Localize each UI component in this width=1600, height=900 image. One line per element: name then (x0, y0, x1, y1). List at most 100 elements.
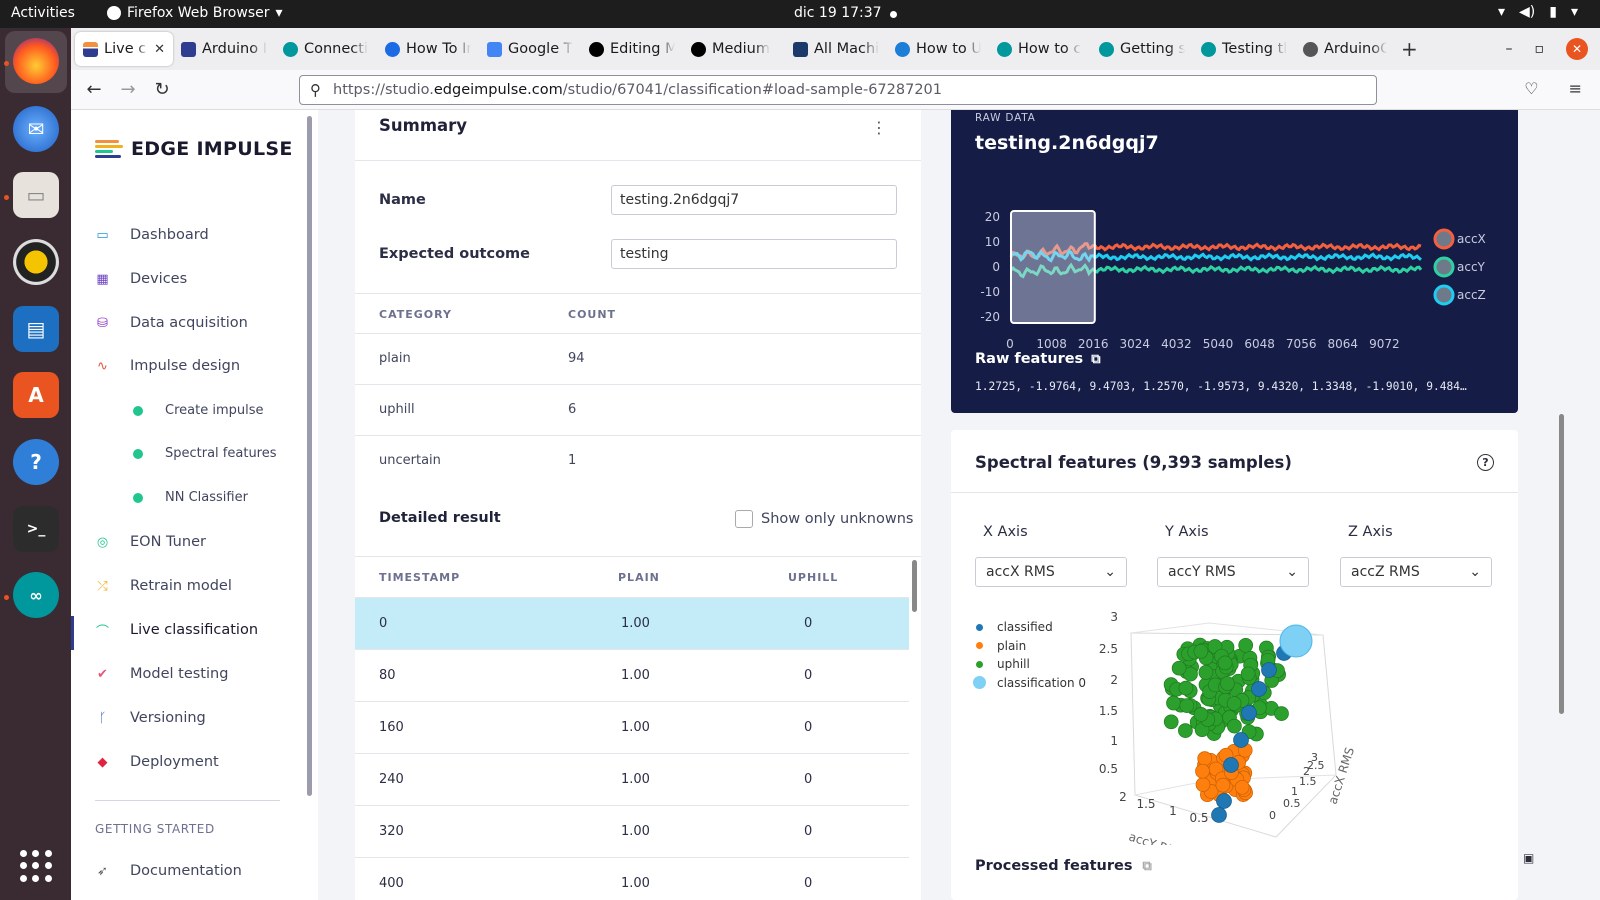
software-dock-icon[interactable]: A (13, 372, 59, 418)
x-tick-label: 5040 (1203, 337, 1234, 350)
result-row[interactable]: 240 1.00 0 (355, 753, 909, 805)
result-row[interactable]: 80 1.00 0 (355, 649, 909, 701)
tab-title: Editing M (610, 41, 675, 57)
raw-data-chart[interactable]: 20 10 0 -10 -20 0 1008 2016 3024 4032 5040 6048 7056… (951, 190, 1518, 350)
sidebar-item-deployment[interactable]: ◆ Deployment (95, 754, 219, 770)
sidebar-item-dashboard[interactable]: ▭ Dashboard (95, 227, 208, 243)
spectral-features-panel: Spectral features (9,393 samples) ? X Ax… (951, 430, 1518, 900)
x-tick-label: 9072 (1369, 337, 1400, 350)
copy-icon[interactable]: ⧉ (1091, 351, 1101, 367)
sidebar-item-model-testing[interactable]: ✔ Model testing (95, 666, 228, 682)
legend-item[interactable]: classified (975, 618, 1086, 637)
sidebar-subitem-label: Create impulse (165, 403, 264, 418)
arduino-dock-icon[interactable]: ∞ (13, 572, 59, 618)
tab-title: Arduino I (202, 41, 267, 57)
browser-tab[interactable]: Testing tl (1193, 32, 1295, 66)
browser-tab[interactable]: How to U (887, 32, 989, 66)
chat-icon[interactable]: ▣ (1523, 851, 1535, 865)
files-dock-icon[interactable]: ▭ (13, 172, 59, 218)
x-tick-label: 3 (1311, 751, 1318, 764)
app-menu[interactable]: Firefox Web Browser ▾ (107, 5, 283, 21)
sidebar-subitem-nn-classifier[interactable]: NN Classifier (133, 490, 248, 505)
copy-icon[interactable]: ⧉ (1142, 858, 1152, 874)
reload-icon[interactable]: ↻ (154, 79, 170, 100)
results-scrollbar[interactable] (912, 560, 917, 612)
sidebar-subitem-create-impulse[interactable]: Create impulse (133, 403, 263, 418)
checkbox[interactable] (735, 510, 753, 528)
close-window-icon[interactable]: ✕ (1566, 38, 1588, 60)
pocket-icon[interactable]: ♡ (1524, 79, 1539, 98)
browser-tab[interactable]: Arduino I (173, 32, 275, 66)
writer-dock-icon[interactable]: ▤ (13, 306, 59, 352)
show-apps-icon[interactable] (20, 850, 52, 882)
sidebar-scrollbar[interactable] (307, 116, 312, 796)
browser-tab[interactable]: All Machi (785, 32, 887, 66)
x-tick-label: 0 (1269, 809, 1276, 822)
terminal-dock-icon[interactable]: >_ (13, 506, 59, 552)
legend-item[interactable]: plain (975, 637, 1086, 656)
browser-tab[interactable]: Google T (479, 32, 581, 66)
sidebar-item-impulse-design[interactable]: ∿ Impulse design (95, 358, 240, 374)
legend-marker (976, 660, 983, 668)
legend-item[interactable]: classification 0 (973, 674, 1086, 693)
brand-name: EDGE IMPULSE (131, 138, 293, 160)
url-prefix: https://studio. (333, 82, 434, 98)
browser-tab-bar: Live cla ✕ Arduino I Connecti How To In … (71, 28, 1600, 70)
divider (95, 800, 280, 801)
result-row[interactable]: 400 1.00 0 (355, 857, 909, 900)
active-indicator (71, 616, 74, 650)
back-icon[interactable]: ← (86, 79, 102, 100)
menu-icon[interactable]: ≡ (1568, 79, 1582, 98)
sidebar-item-eon-tuner[interactable]: ◎ EON Tuner (95, 534, 206, 550)
show-unknowns-toggle[interactable]: Show only unknowns (735, 510, 913, 528)
thunderbird-dock-icon[interactable]: ✉ (13, 106, 59, 152)
page-scrollbar[interactable] (1559, 414, 1564, 714)
new-tab-button[interactable]: + (1401, 37, 1418, 61)
x-tick-label: 3024 (1120, 337, 1151, 350)
system-tray[interactable]: ▾ ◀) ▮ ▾ (1498, 4, 1578, 20)
minimize-icon[interactable]: – (1505, 41, 1513, 57)
kebab-menu-icon[interactable]: ⋮ (871, 118, 887, 137)
sidebar-item-devices[interactable]: ▦ Devices (95, 271, 187, 287)
edge-impulse-logo[interactable]: EDGE IMPULSE (95, 138, 293, 160)
plain-cell: 1.00 (621, 668, 650, 683)
sidebar-item-live-classification[interactable]: ⌒ Live classification (95, 622, 258, 640)
chevron-down-icon: ▾ (275, 5, 283, 21)
legend-item[interactable]: uphill (975, 655, 1086, 674)
result-row[interactable]: 320 1.00 0 (355, 805, 909, 857)
y-axis-select[interactable]: accY RMS ⌄ (1157, 557, 1309, 587)
browser-tab[interactable]: How To In (377, 32, 479, 66)
tab-live-classification[interactable]: Live cla ✕ (75, 32, 173, 66)
battery-icon: ▮ (1549, 4, 1557, 20)
z-tick-label: 1.5 (1099, 704, 1118, 718)
activities-button[interactable]: Activities (11, 5, 75, 21)
browser-tab[interactable]: Getting s (1091, 32, 1193, 66)
sidebar-item-label: Versioning (130, 710, 206, 726)
spectral-3d-scatter[interactable]: 32.521.510.5accZ RMS21.510.5accY RMS00.5… (1091, 605, 1391, 845)
url-bar[interactable]: ⚲ https://studio.edgeimpulse.com/studio/… (299, 75, 1377, 105)
forward-icon[interactable]: → (120, 79, 136, 100)
rhythmbox-dock-icon[interactable] (13, 239, 59, 285)
firefox-dock-icon[interactable] (13, 38, 59, 84)
browser-tab[interactable]: ArduinoC (1295, 32, 1395, 66)
name-field[interactable] (611, 185, 897, 215)
sidebar-item-data-acquisition[interactable]: ⛁ Data acquisition (95, 315, 248, 331)
result-row-selected[interactable]: 0 1.00 0 (355, 597, 909, 649)
browser-tab[interactable]: Editing M (581, 32, 683, 66)
sidebar-item-retrain-model[interactable]: ⤮ Retrain model (95, 578, 232, 594)
browser-tab[interactable]: Medium (683, 32, 785, 66)
sidebar-subitem-spectral-features[interactable]: Spectral features (133, 446, 277, 461)
x-axis-select[interactable]: accX RMS ⌄ (975, 557, 1127, 587)
z-axis-select[interactable]: accZ RMS ⌄ (1340, 557, 1492, 587)
browser-tab[interactable]: Connecti (275, 32, 377, 66)
close-icon[interactable]: ✕ (154, 41, 165, 57)
result-row[interactable]: 160 1.00 0 (355, 701, 909, 753)
maximize-icon[interactable]: ▫ (1534, 41, 1545, 57)
sidebar-item-documentation[interactable]: ➶ Documentation (95, 863, 242, 879)
browser-tab[interactable]: How to c (989, 32, 1091, 66)
expected-outcome-field[interactable] (611, 239, 897, 269)
help-dock-icon[interactable]: ? (13, 439, 59, 485)
clock[interactable]: dic 19 17:37 (794, 5, 882, 21)
sidebar-item-versioning[interactable]: ᚴ Versioning (95, 710, 206, 726)
help-icon[interactable]: ? (1477, 454, 1494, 471)
